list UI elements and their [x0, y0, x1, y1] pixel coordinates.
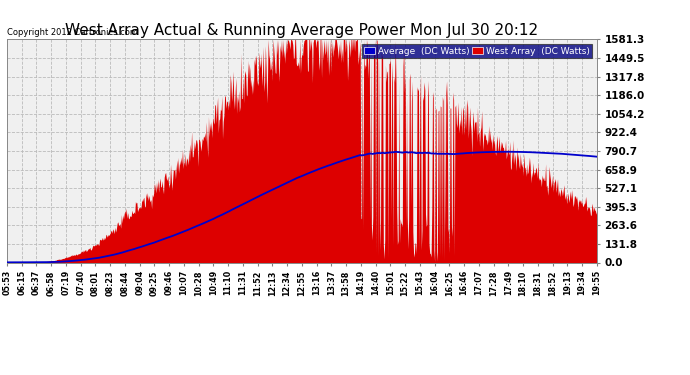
Title: West Array Actual & Running Average Power Mon Jul 30 20:12: West Array Actual & Running Average Powe… — [66, 23, 538, 38]
Legend: Average  (DC Watts), West Array  (DC Watts): Average (DC Watts), West Array (DC Watts… — [362, 44, 592, 58]
Text: Copyright 2012 Cartronics.com: Copyright 2012 Cartronics.com — [7, 28, 138, 37]
